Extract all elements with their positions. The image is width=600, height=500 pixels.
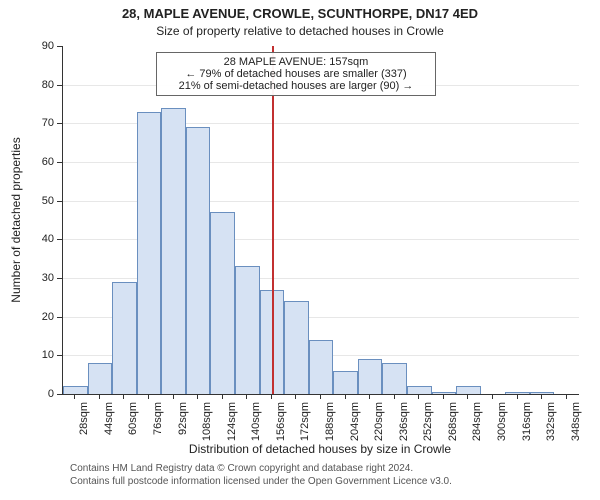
y-tick-mark <box>57 355 62 356</box>
x-tick-mark <box>418 394 419 399</box>
x-tick-mark <box>271 394 272 399</box>
y-tick-label: 40 <box>34 233 54 245</box>
x-tick-label: 108sqm <box>201 402 213 441</box>
chart-container: 28, MAPLE AVENUE, CROWLE, SCUNTHORPE, DN… <box>0 0 600 500</box>
histogram-bar <box>407 386 432 394</box>
y-tick-mark <box>57 278 62 279</box>
chart-title-sub: Size of property relative to detached ho… <box>0 24 600 38</box>
x-tick-label: 268sqm <box>447 402 459 441</box>
histogram-bar <box>309 340 334 394</box>
x-tick-label: 76sqm <box>152 402 164 435</box>
y-tick-label: 30 <box>34 272 54 284</box>
x-tick-mark <box>173 394 174 399</box>
histogram-bar <box>432 392 457 394</box>
histogram-bar <box>456 386 481 394</box>
y-tick-mark <box>57 394 62 395</box>
histogram-bar <box>186 127 211 394</box>
x-tick-mark <box>295 394 296 399</box>
x-tick-label: 316sqm <box>521 402 533 441</box>
histogram-bar <box>358 359 383 394</box>
annotation-line-2: 21% of semi-detached houses are larger (… <box>160 80 432 92</box>
y-tick-mark <box>57 162 62 163</box>
y-axis-label: Number of detached properties <box>9 137 23 302</box>
histogram-bar <box>235 266 260 394</box>
x-tick-mark <box>517 394 518 399</box>
plot-area <box>62 46 579 395</box>
histogram-bar <box>161 108 186 394</box>
y-tick-label: 60 <box>34 156 54 168</box>
x-tick-mark <box>566 394 567 399</box>
histogram-bar <box>137 112 162 394</box>
y-tick-label: 90 <box>34 40 54 52</box>
x-tick-label: 28sqm <box>78 402 90 435</box>
x-tick-mark <box>345 394 346 399</box>
y-tick-mark <box>57 46 62 47</box>
chart-title-main: 28, MAPLE AVENUE, CROWLE, SCUNTHORPE, DN… <box>0 6 600 21</box>
footer-line-1: Contains HM Land Registry data © Crown c… <box>70 463 452 476</box>
x-tick-label: 204sqm <box>349 402 361 441</box>
histogram-bar <box>382 363 407 394</box>
histogram-bar <box>284 301 309 394</box>
footer-line-2: Contains full postcode information licen… <box>70 476 452 489</box>
annotation-line-0: 28 MAPLE AVENUE: 157sqm <box>160 56 432 68</box>
x-tick-label: 332sqm <box>545 402 557 441</box>
x-tick-mark <box>123 394 124 399</box>
x-tick-mark <box>148 394 149 399</box>
x-tick-label: 348sqm <box>570 402 582 441</box>
x-tick-mark <box>467 394 468 399</box>
y-tick-label: 0 <box>34 388 54 400</box>
annotation-box: 28 MAPLE AVENUE: 157sqm← 79% of detached… <box>156 52 436 96</box>
footer-attribution: Contains HM Land Registry data © Crown c… <box>70 463 452 488</box>
x-tick-label: 284sqm <box>471 402 483 441</box>
x-tick-mark <box>492 394 493 399</box>
x-tick-mark <box>74 394 75 399</box>
x-tick-label: 60sqm <box>127 402 139 435</box>
x-tick-mark <box>222 394 223 399</box>
x-tick-label: 220sqm <box>373 402 385 441</box>
y-tick-mark <box>57 123 62 124</box>
histogram-bar <box>210 212 235 394</box>
x-tick-mark <box>369 394 370 399</box>
x-tick-mark <box>99 394 100 399</box>
marker-line <box>272 46 274 394</box>
x-tick-mark <box>320 394 321 399</box>
x-tick-label: 188sqm <box>324 402 336 441</box>
x-tick-label: 140sqm <box>250 402 262 441</box>
annotation-line-1: ← 79% of detached houses are smaller (33… <box>160 68 432 80</box>
x-tick-mark <box>541 394 542 399</box>
histogram-bar <box>63 386 88 394</box>
y-tick-label: 70 <box>34 117 54 129</box>
histogram-bar <box>88 363 113 394</box>
x-tick-label: 44sqm <box>103 402 115 435</box>
y-tick-label: 80 <box>34 79 54 91</box>
histogram-bar <box>112 282 137 394</box>
histogram-bar <box>333 371 358 394</box>
x-tick-label: 300sqm <box>496 402 508 441</box>
y-tick-mark <box>57 239 62 240</box>
x-tick-mark <box>443 394 444 399</box>
y-tick-label: 10 <box>34 349 54 361</box>
y-tick-mark <box>57 85 62 86</box>
x-tick-label: 236sqm <box>398 402 410 441</box>
x-tick-label: 124sqm <box>226 402 238 441</box>
y-tick-mark <box>57 201 62 202</box>
y-tick-mark <box>57 317 62 318</box>
x-tick-label: 156sqm <box>275 402 287 441</box>
y-tick-label: 50 <box>34 195 54 207</box>
x-tick-mark <box>394 394 395 399</box>
x-tick-mark <box>197 394 198 399</box>
x-tick-mark <box>246 394 247 399</box>
x-tick-label: 172sqm <box>299 402 311 441</box>
histogram-bar <box>505 392 530 394</box>
x-axis-label: Distribution of detached houses by size … <box>62 442 578 456</box>
x-tick-label: 92sqm <box>177 402 189 435</box>
y-tick-label: 20 <box>34 311 54 323</box>
x-tick-label: 252sqm <box>422 402 434 441</box>
